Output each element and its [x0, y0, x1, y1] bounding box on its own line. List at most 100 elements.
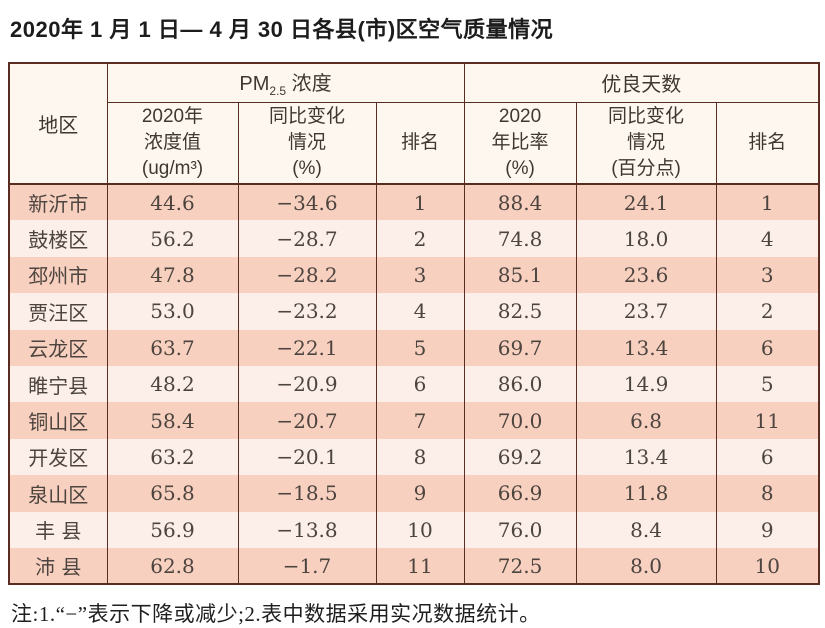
cell-pm-change: −20.9: [237, 365, 377, 403]
cell-pm-rank: 8: [375, 438, 465, 476]
cell-pm-rank: 4: [375, 293, 465, 330]
cell-pm-rank: 10: [375, 511, 465, 548]
cell-pm-value: 65.8: [106, 475, 239, 512]
cell-pm-value: 62.8: [106, 547, 239, 585]
header-good-ratio: 2020 年比率 (%): [463, 102, 577, 185]
cell-pm-change: −20.1: [237, 438, 377, 476]
cell-pm-rank: 3: [375, 256, 465, 294]
cell-pm-value: 53.0: [106, 293, 239, 330]
table-row: 铜山区 58.4 −20.7 7 70.0 6.8 11: [8, 402, 820, 439]
cell-region: 新沂市: [8, 184, 108, 221]
cell-pm-value: 44.6: [106, 184, 239, 221]
cell-pm-value: 48.2: [106, 365, 239, 403]
cell-pm-rank: 7: [375, 402, 465, 439]
cell-region: 邳州市: [8, 256, 108, 294]
cell-pm-rank: 1: [375, 184, 465, 221]
table-row: 鼓楼区 56.2 −28.7 2 74.8 18.0 4: [8, 220, 820, 257]
table-row: 睢宁县 48.2 −20.9 6 86.0 14.9 5: [8, 365, 820, 403]
cell-pm-change: −22.1: [237, 329, 377, 366]
cell-pm-value: 58.4: [106, 402, 239, 439]
cell-good-ratio: 88.4: [463, 184, 577, 221]
cell-good-rank: 1: [715, 184, 820, 221]
cell-pm-rank: 9: [375, 475, 465, 512]
cell-pm-change: −28.2: [237, 256, 377, 294]
cell-pm-change: −1.7: [237, 547, 377, 585]
table-row: 沛 县 62.8 −1.7 11 72.5 8.0 10: [8, 547, 820, 585]
cell-good-rank: 6: [715, 438, 820, 476]
cell-pm-rank: 6: [375, 365, 465, 403]
cell-good-rank: 6: [715, 329, 820, 366]
cell-pm-change: −23.2: [237, 293, 377, 330]
cell-region: 铜山区: [8, 402, 108, 439]
cell-good-change: 23.7: [575, 293, 717, 330]
cell-pm-value: 47.8: [106, 256, 239, 294]
cell-good-change: 8.0: [575, 547, 717, 585]
cell-good-change: 14.9: [575, 365, 717, 403]
cell-good-ratio: 72.5: [463, 547, 577, 585]
cell-pm-value: 63.2: [106, 438, 239, 476]
cell-good-ratio: 70.0: [463, 402, 577, 439]
cell-region: 云龙区: [8, 329, 108, 366]
cell-good-ratio: 69.7: [463, 329, 577, 366]
cell-good-ratio: 69.2: [463, 438, 577, 476]
cell-good-change: 18.0: [575, 220, 717, 257]
cell-good-rank: 8: [715, 475, 820, 512]
page-title: 2020年 1 月 1 日— 4 月 30 日各县(市)区空气质量情况: [10, 17, 554, 42]
cell-good-ratio: 74.8: [463, 220, 577, 257]
cell-region: 睢宁县: [8, 365, 108, 403]
table-row: 丰 县 56.9 −13.8 10 76.0 8.4 9: [8, 511, 820, 548]
table-row: 贾汪区 53.0 −23.2 4 82.5 23.7 2: [8, 293, 820, 330]
cell-good-rank: 3: [715, 256, 820, 294]
cell-pm-value: 63.7: [106, 329, 239, 366]
cell-good-ratio: 86.0: [463, 365, 577, 403]
cell-good-rank: 9: [715, 511, 820, 548]
cell-good-ratio: 82.5: [463, 293, 577, 330]
cell-pm-rank: 11: [375, 547, 465, 585]
header-pm-rank: 排名: [375, 102, 465, 185]
cell-good-change: 6.8: [575, 402, 717, 439]
table-row: 泉山区 65.8 −18.5 9 66.9 11.8 8: [8, 475, 820, 512]
footnote: 注:1.“−”表示下降或减少;2.表中数据采用实况数据统计。: [11, 602, 541, 627]
cell-pm-change: −13.8: [237, 511, 377, 548]
cell-pm-value: 56.9: [106, 511, 239, 548]
cell-good-ratio: 85.1: [463, 256, 577, 294]
cell-region: 沛 县: [8, 547, 108, 585]
table-row: 新沂市 44.6 −34.6 1 88.4 24.1 1: [8, 184, 820, 221]
cell-pm-change: −28.7: [237, 220, 377, 257]
cell-region: 贾汪区: [8, 293, 108, 330]
cell-good-change: 13.4: [575, 438, 717, 476]
cell-good-rank: 5: [715, 365, 820, 403]
header-pm-group: PM2.5 浓度: [106, 63, 465, 103]
header-good-rank: 排名: [715, 102, 820, 185]
header-good-change: 同比变化 情况 (百分点): [575, 102, 717, 185]
cell-pm-change: −18.5: [237, 475, 377, 512]
cell-good-change: 24.1: [575, 184, 717, 221]
table-header: 地区 PM2.5 浓度 优良天数 2020年 浓度值 (ug/m³) 同比变化 …: [8, 63, 820, 185]
cell-pm-value: 56.2: [106, 220, 239, 257]
cell-pm-rank: 5: [375, 329, 465, 366]
cell-region: 开发区: [8, 438, 108, 476]
cell-good-change: 8.4: [575, 511, 717, 548]
cell-region: 泉山区: [8, 475, 108, 512]
cell-pm-rank: 2: [375, 220, 465, 257]
cell-good-change: 13.4: [575, 329, 717, 366]
table-body: 新沂市 44.6 −34.6 1 88.4 24.1 1 鼓楼区 56.2 −28.7 2 74.8 1…: [8, 184, 820, 585]
cell-good-ratio: 66.9: [463, 475, 577, 512]
cell-good-change: 23.6: [575, 256, 717, 294]
table-row: 邳州市 47.8 −28.2 3 85.1 23.6 3: [8, 256, 820, 294]
cell-good-change: 11.8: [575, 475, 717, 512]
header-pm-change: 同比变化 情况 (%): [237, 102, 377, 185]
cell-good-ratio: 76.0: [463, 511, 577, 548]
pm-group-suffix: 浓度: [286, 73, 332, 96]
cell-region: 丰 县: [8, 511, 108, 548]
cell-good-rank: 2: [715, 293, 820, 330]
cell-region: 鼓楼区: [8, 220, 108, 257]
header-pm-value: 2020年 浓度值 (ug/m³): [106, 102, 239, 185]
cell-good-rank: 11: [715, 402, 820, 439]
pm-subscript: 2.5: [269, 84, 287, 99]
table-row: 开发区 63.2 −20.1 8 69.2 13.4 6: [8, 438, 820, 476]
header-good-days-group: 优良天数: [463, 63, 820, 103]
pm-label: PM: [239, 73, 270, 96]
cell-pm-change: −34.6: [237, 184, 377, 221]
